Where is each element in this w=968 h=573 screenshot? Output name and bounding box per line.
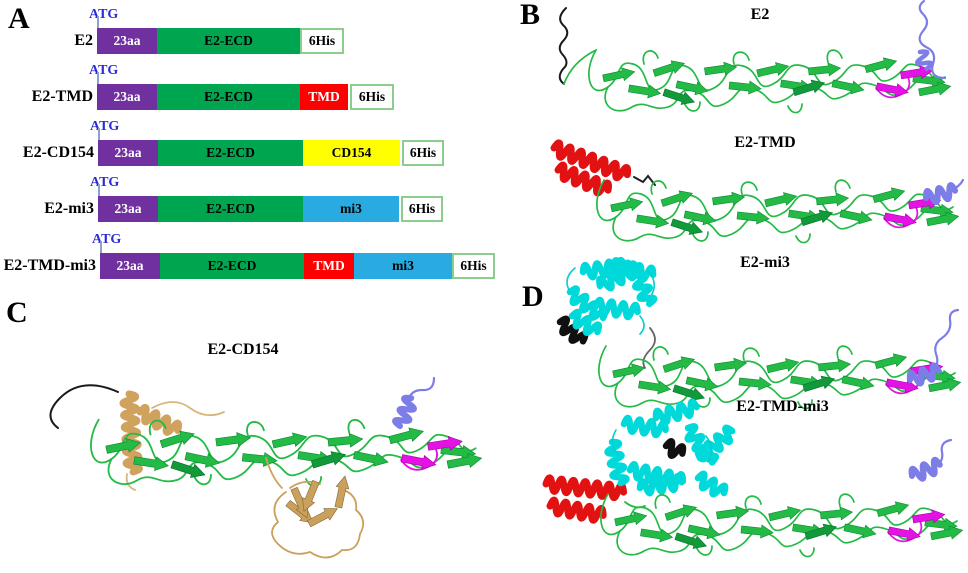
c-terminal-slate-tail (914, 0, 947, 80)
panel-letter-d: D (522, 280, 544, 313)
e2-cd154-ribbon (49, 376, 483, 559)
e2-mi3-ribbon (556, 260, 962, 409)
structure-title-e2-tmd-mi3: E2-TMD-mi3 (736, 398, 829, 415)
construct-name: E2-TMD (31, 88, 93, 105)
panel-letter-a: A (8, 2, 30, 35)
atg-tick (100, 241, 102, 254)
e2-tmd-ribbon (552, 142, 965, 243)
segment-his-tag: 6His (350, 84, 394, 110)
n-terminal-loop (49, 384, 119, 429)
c-terminal-slate-helix (924, 178, 965, 204)
construct-name: E2-CD154 (22, 144, 94, 161)
segment-e2-ecd: E2-ECD (157, 28, 300, 54)
structure-title-e2-tmd: E2-TMD (734, 134, 796, 151)
segment-mi3: mi3 (354, 253, 452, 279)
panel-letter-c: C (6, 296, 28, 329)
segment-e2-ecd: E2-ECD (160, 253, 304, 279)
construct-name: E2-mi3 (44, 200, 94, 217)
segment-cd154: CD154 (303, 140, 400, 166)
c-terminal-slate-helix (394, 376, 436, 428)
segment-tmd: TMD (304, 253, 354, 279)
structure-title-e2-mi3: E2-mi3 (740, 254, 790, 271)
segment-signal-peptide: 23aa (98, 196, 158, 222)
c-terminal-slate-helix (908, 308, 960, 386)
construct-bar-e2-tmd: 23aa E2-ECD TMD 6His (97, 84, 394, 110)
construct-bar-e2: 23aa E2-ECD 6His (97, 28, 344, 54)
segment-e2-ecd: E2-ECD (157, 84, 300, 110)
segment-signal-peptide: 23aa (97, 84, 157, 110)
segment-mi3: mi3 (303, 196, 399, 222)
atg-tick (98, 184, 100, 197)
segment-e2-ecd: E2-ECD (158, 196, 303, 222)
panel-letter-b: B (520, 0, 541, 31)
construct-name: E2-TMD-mi3 (3, 257, 96, 274)
atg-tick (97, 16, 99, 29)
construct-bar-e2-tmd-mi3: 23aa E2-ECD TMD mi3 6His (100, 253, 495, 279)
segment-signal-peptide: 23aa (98, 140, 158, 166)
segment-tmd: TMD (300, 84, 348, 110)
atg-tick (97, 72, 99, 85)
segment-his-tag: 6His (402, 140, 444, 166)
segment-his-tag: 6His (401, 196, 443, 222)
atg-tick (98, 128, 100, 141)
n-terminal-tail (558, 7, 569, 85)
mi3-domain (556, 260, 655, 347)
structure-title-e2-cd154: E2-CD154 (207, 341, 279, 358)
start-codon-label: ATG (89, 63, 119, 78)
start-codon-label: ATG (89, 7, 119, 22)
segment-signal-peptide: 23aa (97, 28, 157, 54)
structure-title-e2: E2 (750, 6, 770, 23)
tmd-helix (552, 142, 630, 196)
construct-bar-e2-cd154: 23aa E2-ECD CD154 6His (98, 140, 444, 166)
mi3-domain (606, 401, 737, 499)
start-codon-label: ATG (90, 175, 120, 190)
start-codon-label: ATG (90, 119, 120, 134)
e2-tmd-mi3-ribbon (545, 401, 964, 557)
segment-e2-ecd: E2-ECD (158, 140, 303, 166)
construct-bar-e2-mi3: 23aa E2-ECD mi3 6His (98, 196, 443, 222)
construct-name: E2 (74, 32, 93, 49)
cd154-domain (265, 457, 365, 559)
e2-ribbon (558, 0, 952, 113)
segment-signal-peptide: 23aa (100, 253, 160, 279)
c-terminal-slate-helix (910, 438, 953, 482)
start-codon-label: ATG (92, 232, 122, 247)
segment-his-tag: 6His (300, 28, 344, 54)
tmd-helix (545, 478, 624, 522)
segment-his-tag: 6His (452, 253, 495, 279)
